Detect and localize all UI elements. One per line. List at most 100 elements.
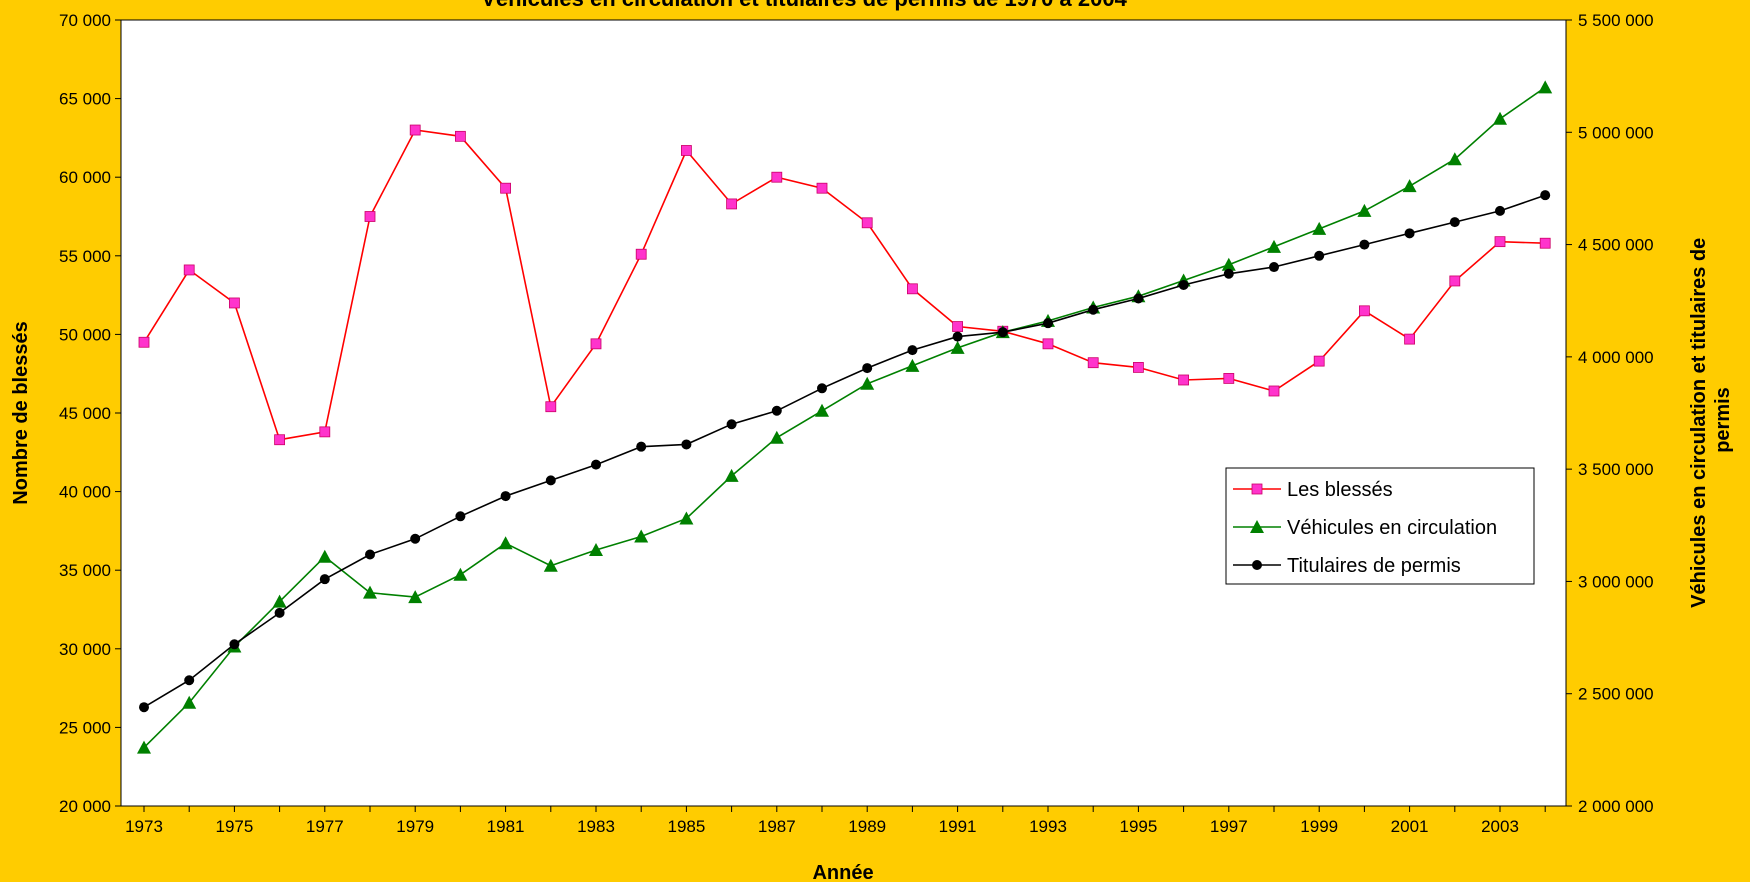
data-point-vehicules: [1538, 80, 1553, 94]
data-point-blesses: [364, 211, 376, 222]
series-titulaires: [139, 190, 1551, 713]
x-tick-label: 1987: [758, 817, 796, 836]
data-point-titulaires: [907, 345, 918, 356]
data-point-blesses: [1494, 236, 1506, 248]
data-point-vehicules: [543, 558, 558, 572]
data-point-titulaires: [1133, 293, 1144, 304]
data-point-titulaires: [1269, 262, 1279, 273]
y-tick-label: 20 000: [59, 797, 111, 816]
x-tick-label: 2001: [1391, 817, 1429, 836]
y2-tick-label: 4 000 000: [1578, 348, 1654, 367]
x-tick-label: 1995: [1119, 817, 1157, 836]
x-tick-label: 1981: [487, 817, 525, 836]
data-point-vehicules: [1312, 221, 1327, 235]
data-point-vehicules: [1357, 203, 1372, 217]
data-point-titulaires: [139, 702, 149, 713]
y-tick-label: 50 000: [59, 325, 111, 344]
data-point-blesses: [1268, 385, 1280, 397]
data-point-blesses: [861, 217, 873, 229]
data-point-titulaires: [1178, 279, 1189, 290]
data-point-vehicules: [679, 511, 694, 525]
legend-marker-vehicules: [1250, 520, 1264, 533]
data-point-titulaires: [1088, 304, 1099, 315]
legend-marker-titulaires: [1252, 560, 1262, 570]
data-point-vehicules: [317, 549, 332, 563]
data-point-blesses: [1449, 275, 1461, 287]
data-point-titulaires: [681, 439, 692, 450]
data-point-vehicules: [182, 695, 197, 709]
data-point-titulaires: [997, 327, 1008, 338]
data-point-vehicules: [815, 403, 829, 417]
y-tick-label: 35 000: [59, 561, 111, 580]
data-point-blesses: [183, 264, 195, 276]
legend-label-blesses: Les blessés: [1287, 479, 1393, 501]
y-tick-label: 30 000: [59, 640, 111, 659]
data-point-blesses: [228, 297, 240, 309]
data-point-titulaires: [410, 533, 421, 544]
data-point-titulaires: [1404, 228, 1415, 239]
data-point-titulaires: [862, 363, 873, 374]
data-point-blesses: [952, 321, 963, 332]
x-tick-label: 1979: [396, 817, 434, 836]
data-point-vehicules: [724, 468, 739, 482]
data-point-titulaires: [591, 459, 601, 470]
legend-marker-blesses: [1251, 483, 1263, 495]
data-point-vehicules: [1221, 257, 1236, 271]
x-tick-label: 1997: [1210, 817, 1248, 836]
data-point-vehicules: [589, 542, 603, 556]
y-tick-label: 45 000: [59, 404, 111, 423]
x-tick-label: 1993: [1029, 817, 1067, 836]
data-point-titulaires: [184, 675, 195, 686]
legend-item-titulaires: Titulaires de permis: [1233, 555, 1461, 577]
x-tick-label: 1983: [577, 817, 615, 836]
x-tick-label: 2003: [1481, 817, 1519, 836]
legend: Les blessés Véhicules en circulation Tit…: [1225, 467, 1535, 585]
data-point-blesses: [1223, 373, 1235, 384]
data-point-blesses: [274, 434, 286, 446]
y-tick-label: 40 000: [59, 483, 111, 502]
data-point-blesses: [635, 248, 647, 260]
data-point-vehicules: [769, 430, 784, 444]
y-tick-label: 70 000: [59, 11, 111, 30]
data-point-vehicules: [1267, 239, 1281, 253]
data-point-vehicules: [498, 536, 513, 550]
y2-tick-label: 2 000 000: [1578, 797, 1654, 816]
legend-label-vehicules: Véhicules en circulation: [1287, 517, 1497, 539]
data-point-blesses: [1359, 305, 1370, 317]
data-point-titulaires: [1223, 268, 1234, 279]
data-point-blesses: [409, 124, 421, 136]
legend-item-blesses: Les blessés: [1233, 479, 1393, 501]
data-point-titulaires: [1314, 250, 1325, 261]
data-point-titulaires: [817, 383, 827, 394]
x-tick-label: 1977: [306, 817, 344, 836]
y2-axis-title-line1: Véhicules en circulation et titulaires d…: [1688, 238, 1710, 608]
data-point-vehicules: [1493, 111, 1507, 125]
series-vehicules: [137, 80, 1553, 754]
data-point-blesses: [454, 130, 466, 142]
data-point-blesses: [319, 426, 331, 438]
data-point-titulaires: [952, 331, 963, 342]
data-point-titulaires: [455, 511, 466, 522]
x-tick-label: 1999: [1300, 817, 1338, 836]
data-point-blesses: [1539, 237, 1551, 249]
y-tick-label: 25 000: [59, 718, 111, 737]
y2-tick-label: 3 000 000: [1578, 572, 1654, 591]
data-point-blesses: [1087, 357, 1099, 369]
data-point-blesses: [726, 198, 737, 210]
data-point-blesses: [545, 401, 557, 413]
series-line-titulaires: [143, 194, 1546, 708]
data-point-titulaires: [1043, 318, 1053, 329]
series-line-blesses: [143, 129, 1546, 441]
data-point-titulaires: [274, 607, 285, 618]
y2-axis: 2 000 000 2 500 000 3 000 000 3 500 000 4 00…: [1566, 11, 1654, 816]
y2-tick-label: 5 000 000: [1578, 123, 1654, 142]
data-point-vehicules: [137, 740, 151, 754]
data-point-vehicules: [634, 529, 649, 543]
data-point-blesses: [681, 145, 692, 156]
y-tick-label: 65 000: [59, 90, 111, 109]
y2-axis-title-line2: permis: [1712, 387, 1734, 453]
data-point-titulaires: [319, 574, 330, 585]
data-point-vehicules: [1447, 152, 1462, 166]
y2-tick-label: 3 500 000: [1578, 460, 1654, 479]
